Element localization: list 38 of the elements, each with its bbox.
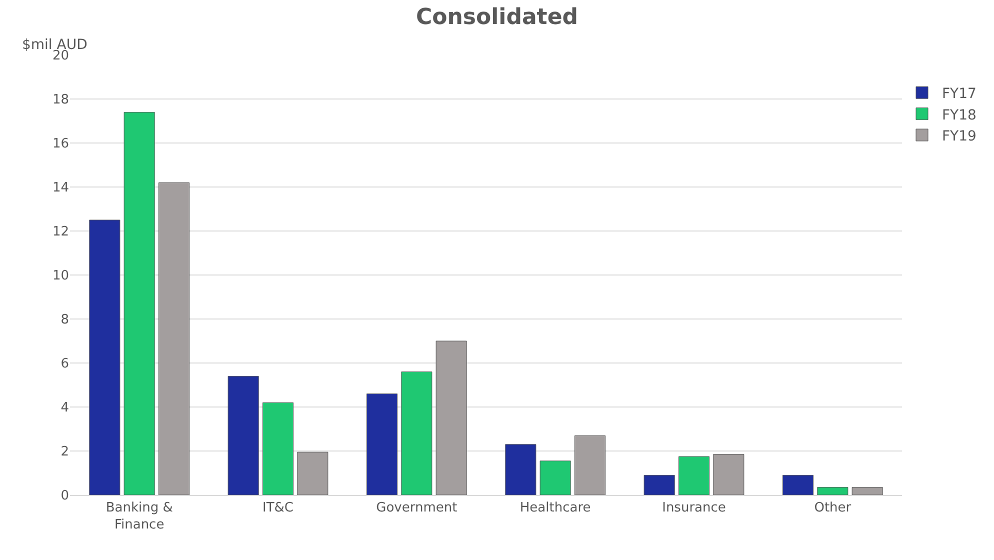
bar: [782, 474, 814, 495]
bar: [297, 452, 328, 495]
y-tick-label: 6: [60, 356, 69, 372]
bar: [228, 376, 259, 495]
x-tick-label: Banking & Finance: [106, 500, 173, 532]
bar: [158, 182, 190, 495]
bar: [401, 372, 432, 495]
legend-label: FY18: [942, 107, 976, 124]
y-tick-label: 12: [52, 224, 69, 240]
y-tick-label: 16: [52, 136, 69, 152]
x-tick-label: Other: [814, 500, 852, 516]
y-tick-label: 4: [60, 400, 69, 416]
chart-title: Consolidated: [416, 4, 578, 30]
y-tick-label: 8: [60, 312, 69, 328]
bar: [505, 444, 536, 495]
bar: [644, 474, 675, 495]
legend-label: FY19: [942, 128, 976, 144]
bar: [366, 394, 398, 495]
y-tick-label: 0: [60, 488, 69, 504]
legend-label: FY17: [942, 86, 976, 102]
x-tick-label: Government: [376, 500, 458, 516]
bar: [817, 487, 848, 495]
y-tick-label: 10: [52, 268, 69, 284]
bar: [574, 435, 606, 495]
bar: [852, 487, 883, 495]
y-tick-label: 2: [60, 444, 69, 460]
bar: [540, 460, 571, 495]
x-tick-label: IT&C: [262, 500, 294, 516]
bar: [436, 340, 467, 495]
bar: [713, 454, 744, 495]
bar: [124, 112, 155, 495]
bar: [89, 220, 120, 495]
y-tick-label: 18: [52, 92, 69, 108]
bar: [678, 456, 710, 495]
y-tick-label: 14: [52, 180, 69, 196]
bar: [262, 402, 294, 495]
x-tick-label: Healthcare: [520, 500, 591, 516]
x-tick-label: Insurance: [662, 500, 726, 516]
